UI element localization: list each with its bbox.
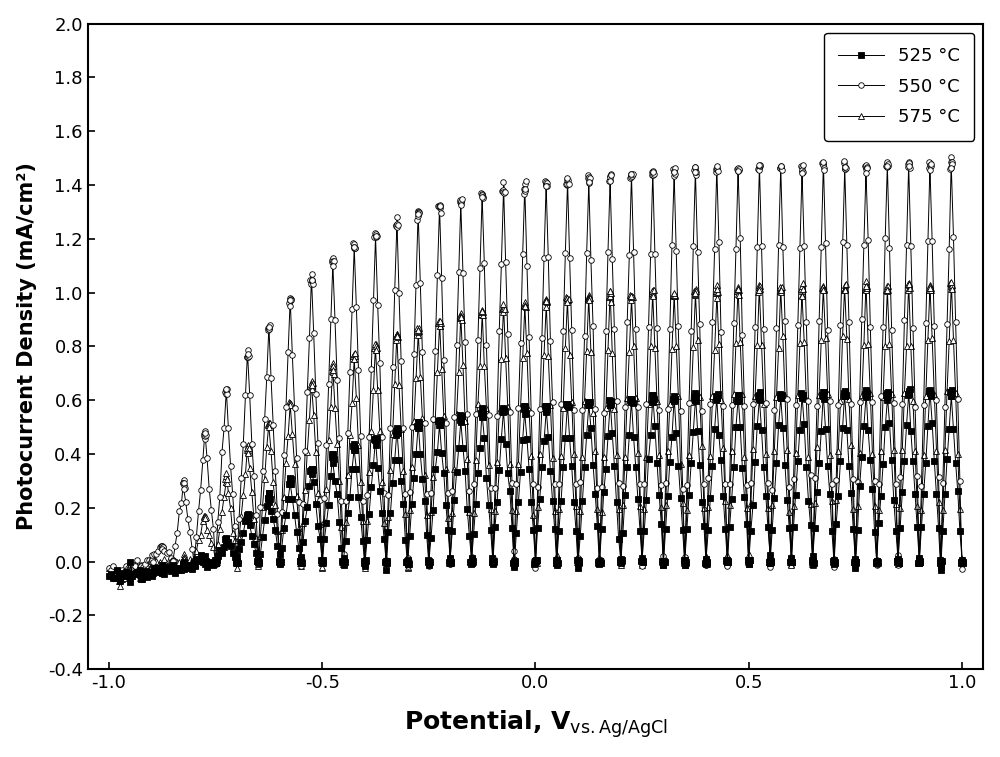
525 °C — [699, 558, 711, 567]
550 °C — [839, 164, 851, 173]
525 °C — [839, 388, 851, 397]
Line: 575 °C: 575 °C — [106, 278, 966, 588]
Line: 550 °C: 550 °C — [106, 154, 966, 582]
575 °C — [957, 556, 969, 565]
575 °C — [359, 556, 371, 565]
525 °C — [103, 572, 115, 581]
525 °C — [904, 385, 916, 394]
525 °C — [210, 559, 222, 568]
550 °C — [945, 152, 957, 161]
575 °C — [103, 564, 115, 573]
550 °C — [103, 563, 115, 572]
Legend: 525 °C, 550 °C, 575 °C: 525 °C, 550 °C, 575 °C — [824, 33, 974, 141]
Y-axis label: Photocurrent Density (mA/cm²): Photocurrent Density (mA/cm²) — [17, 163, 37, 531]
575 °C — [860, 276, 872, 285]
575 °C — [839, 280, 851, 289]
550 °C — [359, 558, 371, 567]
550 °C — [199, 435, 211, 444]
575 °C — [768, 447, 780, 456]
575 °C — [699, 557, 711, 566]
525 °C — [124, 578, 136, 587]
525 °C — [957, 559, 969, 568]
550 °C — [957, 557, 969, 566]
X-axis label: Potential, V$_{\mathrm{vs.Ag/AgCl}}$: Potential, V$_{\mathrm{vs.Ag/AgCl}}$ — [404, 709, 667, 740]
550 °C — [114, 575, 126, 584]
550 °C — [210, 559, 222, 569]
550 °C — [768, 405, 780, 414]
575 °C — [210, 554, 222, 563]
525 °C — [768, 494, 780, 503]
Line: 525 °C: 525 °C — [106, 387, 966, 584]
575 °C — [199, 513, 211, 522]
525 °C — [199, 557, 211, 566]
550 °C — [699, 559, 711, 568]
525 °C — [359, 556, 371, 565]
575 °C — [114, 581, 126, 590]
